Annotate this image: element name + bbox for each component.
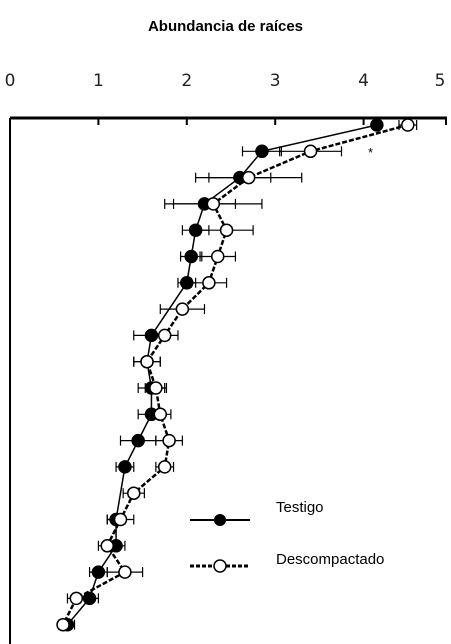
data-point (140, 354, 154, 369)
data-point (69, 591, 84, 606)
data-point (56, 617, 70, 632)
series-descompactado (56, 118, 418, 632)
data-point (210, 249, 225, 264)
data-point (175, 302, 190, 316)
data-point (149, 381, 163, 395)
data-point (303, 144, 318, 159)
x-tick-label: 5 (435, 71, 446, 91)
data-point (184, 249, 198, 264)
data-point (113, 512, 128, 527)
data-point (153, 407, 168, 422)
chart-title: Abundancia de raíces (147, 18, 304, 35)
data-point (401, 118, 415, 132)
significance-annotation: * (368, 145, 373, 160)
data-point (206, 197, 221, 211)
legend-testigo-marker (214, 514, 226, 526)
x-tick-label: 3 (270, 71, 281, 91)
data-point (255, 144, 269, 159)
data-point (202, 276, 216, 290)
x-tick-label: 1 (93, 71, 104, 91)
series-layer (56, 118, 418, 632)
x-tick-label: 2 (181, 71, 192, 91)
data-point (157, 328, 172, 343)
legend-descompactado-label: Descompactado (276, 551, 384, 568)
data-point (131, 433, 145, 448)
data-point (370, 118, 384, 132)
data-point (118, 460, 132, 474)
x-tick-label: 0 (5, 71, 16, 91)
data-point (162, 433, 176, 448)
data-point (219, 223, 234, 237)
legend-testigo-label: Testigo (276, 499, 324, 516)
legend: Testigo Descompactado (190, 499, 384, 573)
data-point (91, 565, 106, 579)
x-tick-label: 4 (358, 71, 369, 91)
data-point (157, 460, 172, 474)
legend-descompactado-marker (213, 559, 227, 573)
axes (9, 116, 447, 644)
x-tick-labels: 0 1 2 3 4 5 (5, 71, 446, 91)
data-point (118, 565, 132, 579)
data-point (127, 486, 141, 500)
data-point (100, 539, 114, 553)
data-point (241, 170, 256, 185)
